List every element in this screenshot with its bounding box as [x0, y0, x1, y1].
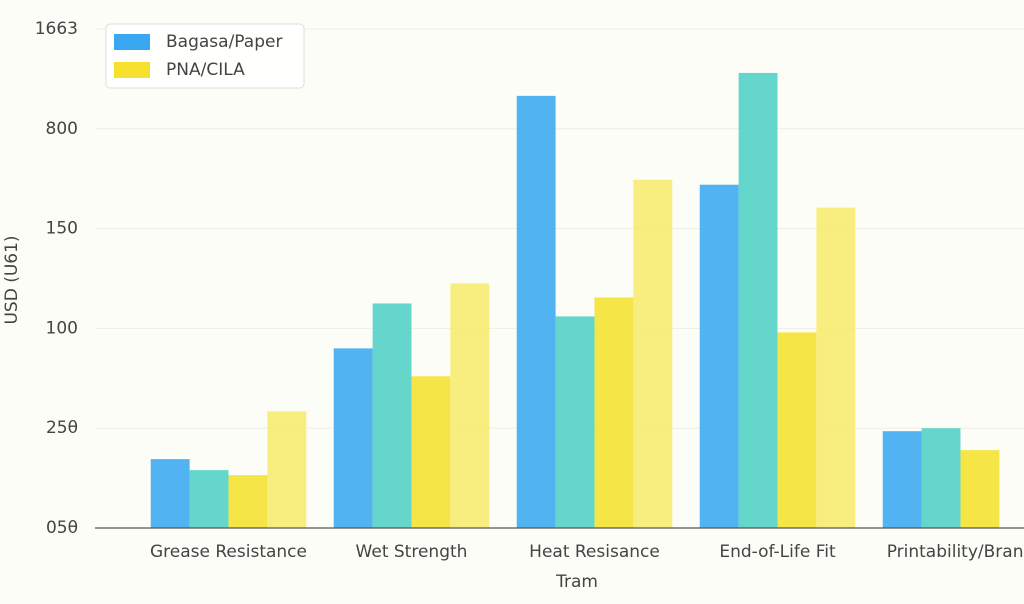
- bar: [372, 303, 412, 528]
- bar: [555, 316, 595, 528]
- x-tick-label: Grease Resistance: [150, 542, 307, 562]
- bar: [333, 348, 373, 528]
- legend-swatch: [114, 62, 150, 78]
- bar: [228, 475, 268, 528]
- legend-label: Bagasa/Paper: [166, 32, 282, 52]
- legend-box: [105, 23, 305, 89]
- x-axis-label: Tram: [555, 572, 598, 592]
- x-tick-label: Printability/Brand: [887, 542, 1024, 562]
- bar: [267, 411, 307, 528]
- bar: [738, 72, 778, 529]
- bar: [411, 376, 451, 528]
- bar: [921, 428, 961, 528]
- y-tick-label: 150: [46, 219, 78, 239]
- bar: [516, 95, 556, 528]
- legend-swatch: [114, 34, 150, 50]
- y-axis-label: USD (U61): [2, 235, 22, 324]
- bar: [882, 431, 922, 528]
- bar: [816, 207, 856, 528]
- y-tick-label: 1663: [35, 19, 78, 39]
- x-tick-label: End-of-Life Fit: [719, 542, 836, 562]
- x-tick-label: Wet Strength: [356, 542, 468, 562]
- y-tick-label: 800: [46, 119, 78, 139]
- bar: [633, 179, 673, 528]
- bar: [960, 450, 1000, 528]
- y-tick-label: 25θ: [46, 418, 78, 438]
- bar: [189, 470, 229, 528]
- bar: [777, 332, 817, 528]
- bar: [699, 184, 739, 529]
- legend-label: PNA/CILA: [166, 60, 245, 80]
- bar: [450, 283, 490, 528]
- bar: [594, 297, 634, 528]
- bar: [150, 459, 190, 528]
- y-tick-label: 100: [46, 318, 78, 338]
- y-tick-label: 05θ: [46, 518, 78, 538]
- x-tick-label: Heat Resisance: [529, 542, 660, 562]
